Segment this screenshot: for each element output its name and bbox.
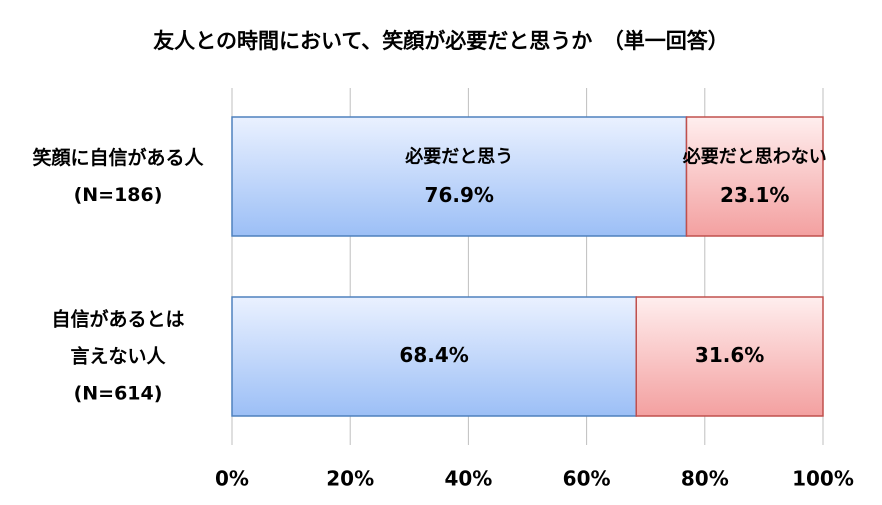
value-label: 23.1% bbox=[720, 183, 789, 207]
category-label: 自信があるとは 言えない人 (N=614) bbox=[51, 308, 185, 404]
category-label: 笑顔に自信がある人 (N=186) bbox=[32, 146, 204, 206]
chart-title: 友人との時間において、笑顔が必要だと思うか （単一回答） bbox=[153, 29, 729, 53]
x-tick-label: 20% bbox=[326, 467, 374, 491]
x-tick-label: 40% bbox=[444, 467, 492, 491]
bar-segment bbox=[685, 116, 824, 237]
bar-segment bbox=[231, 116, 688, 237]
series-name: 必要だと思わない bbox=[682, 146, 827, 168]
bar-segment bbox=[635, 296, 824, 417]
x-tick-label: 60% bbox=[563, 467, 611, 491]
x-tick-label: 80% bbox=[681, 467, 729, 491]
x-tick-label: 0% bbox=[215, 467, 249, 491]
series-name: 必要だと思う bbox=[404, 146, 513, 168]
value-label: 76.9% bbox=[425, 183, 494, 207]
value-label: 68.4% bbox=[399, 343, 468, 367]
bar-segment bbox=[231, 296, 637, 417]
value-label: 31.6% bbox=[695, 343, 764, 367]
x-tick-label: 100% bbox=[792, 467, 854, 491]
